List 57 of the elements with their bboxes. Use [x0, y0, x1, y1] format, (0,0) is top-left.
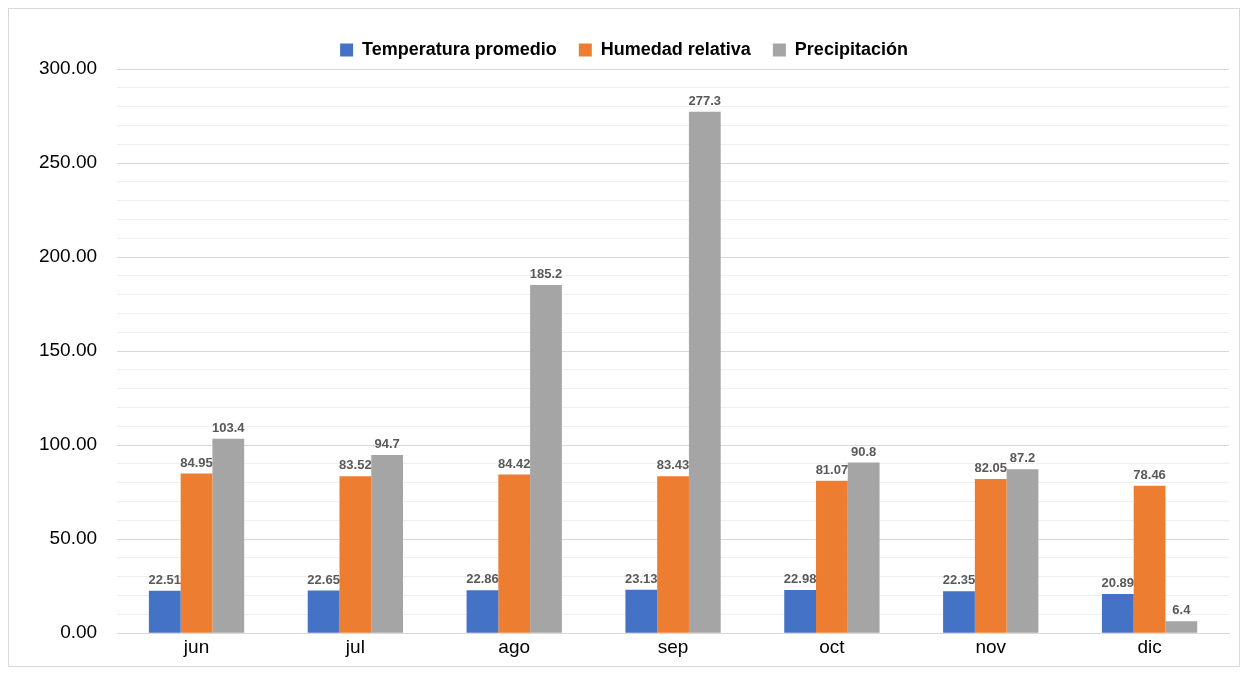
- data-label: 23.13: [625, 570, 658, 586]
- data-label: 22.35: [942, 572, 976, 588]
- bar: [657, 476, 689, 633]
- bar: [1006, 469, 1039, 633]
- data-label: 185.2: [529, 265, 563, 281]
- y-tick-label: 150.00: [38, 339, 98, 361]
- bar: [1133, 485, 1166, 633]
- y-tick-label: 100.00: [38, 433, 98, 455]
- data-label: 22.98: [783, 571, 817, 587]
- y-tick-label: 200.00: [38, 245, 98, 267]
- bar: [307, 590, 340, 633]
- x-tick-label: sep: [657, 635, 689, 657]
- bar: [498, 474, 531, 633]
- x-tick-label: dic: [1137, 635, 1162, 657]
- bar: [530, 284, 562, 633]
- bar: [784, 589, 817, 633]
- data-label: 83.43: [656, 457, 690, 473]
- data-label: 94.7: [374, 436, 400, 452]
- data-label: 103.4: [212, 419, 246, 435]
- x-tick-label: oct: [819, 635, 846, 657]
- bar: [212, 438, 245, 633]
- y-tick-label: 300.00: [38, 57, 98, 79]
- data-label: 6.4: [1172, 602, 1192, 618]
- data-label: 87.2: [1009, 450, 1036, 466]
- y-tick-label: 0.00: [60, 621, 98, 643]
- legend-label: Humedad relativa: [600, 38, 752, 59]
- data-label: 84.95: [180, 454, 213, 470]
- bar: [816, 480, 848, 633]
- x-tick-label: jun: [182, 635, 210, 657]
- bar: [625, 589, 658, 633]
- bar: [943, 591, 975, 633]
- data-label: 81.07: [815, 461, 849, 477]
- legend-label: Temperatura promedio: [362, 38, 557, 59]
- bar: [847, 462, 880, 633]
- y-tick-label: 250.00: [38, 151, 98, 173]
- x-tick-label: jul: [344, 635, 365, 657]
- bar: [1101, 593, 1134, 633]
- data-label: 277.3: [688, 92, 722, 108]
- data-label: 22.51: [148, 571, 182, 587]
- bar: [339, 476, 372, 633]
- legend-label: Precipitación: [794, 38, 908, 59]
- data-label: 78.46: [1133, 466, 1166, 482]
- bar: [974, 478, 1007, 633]
- bar: [1165, 621, 1198, 633]
- data-label: 83.52: [339, 457, 372, 473]
- x-tick-label: ago: [498, 635, 531, 657]
- bar: [466, 590, 499, 633]
- y-tick-label: 50.00: [49, 527, 98, 549]
- bar: [688, 111, 721, 633]
- bar: [180, 473, 213, 633]
- bar: [371, 455, 404, 633]
- data-label: 82.05: [974, 459, 1008, 475]
- bar: [148, 590, 181, 633]
- data-label: 20.89: [1101, 574, 1135, 590]
- data-label: 84.42: [497, 455, 531, 471]
- data-label: 90.8: [851, 443, 877, 459]
- x-tick-label: nov: [975, 635, 1007, 657]
